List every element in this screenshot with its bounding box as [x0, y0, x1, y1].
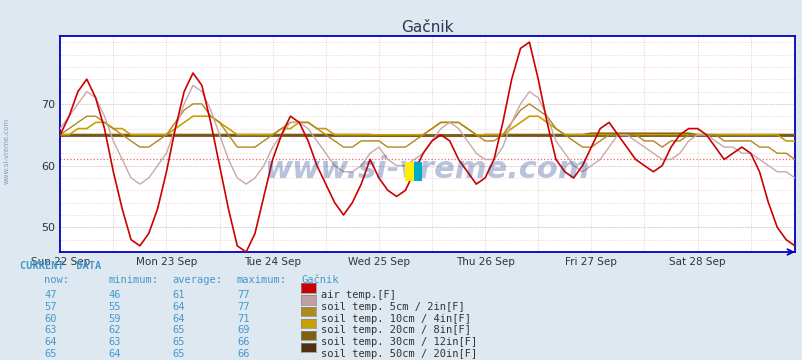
Text: 64: 64 — [172, 314, 185, 324]
Text: soil temp. 30cm / 12in[F]: soil temp. 30cm / 12in[F] — [321, 337, 477, 347]
Text: 61: 61 — [172, 290, 185, 300]
Text: 65: 65 — [172, 337, 185, 347]
Text: 64: 64 — [108, 349, 121, 359]
Text: 60: 60 — [44, 314, 57, 324]
Text: maximum:: maximum: — [237, 275, 286, 285]
Text: minimum:: minimum: — [108, 275, 158, 285]
Text: 69: 69 — [237, 325, 249, 336]
Bar — [414, 162, 421, 181]
Text: soil temp. 10cm / 4in[F]: soil temp. 10cm / 4in[F] — [321, 314, 471, 324]
Text: 47: 47 — [44, 290, 57, 300]
Bar — [405, 162, 421, 181]
Text: 62: 62 — [108, 325, 121, 336]
Text: 65: 65 — [172, 325, 185, 336]
Text: average:: average: — [172, 275, 222, 285]
Text: 46: 46 — [108, 290, 121, 300]
Text: 63: 63 — [108, 337, 121, 347]
Text: soil temp. 20cm / 8in[F]: soil temp. 20cm / 8in[F] — [321, 325, 471, 336]
Text: Gačnik: Gačnik — [301, 275, 338, 285]
Text: 77: 77 — [237, 302, 249, 312]
Text: 65: 65 — [172, 349, 185, 359]
Text: now:: now: — [44, 275, 69, 285]
Text: 66: 66 — [237, 337, 249, 347]
Text: 71: 71 — [237, 314, 249, 324]
Text: soil temp. 50cm / 20in[F]: soil temp. 50cm / 20in[F] — [321, 349, 477, 359]
Text: www.si-vreme.com: www.si-vreme.com — [265, 156, 589, 184]
Text: 66: 66 — [237, 349, 249, 359]
Text: 57: 57 — [44, 302, 57, 312]
Title: Gačnik: Gačnik — [401, 20, 453, 35]
Text: 59: 59 — [108, 314, 121, 324]
Text: soil temp. 5cm / 2in[F]: soil temp. 5cm / 2in[F] — [321, 302, 464, 312]
Text: www.si-vreme.com: www.si-vreme.com — [3, 118, 10, 184]
Text: CURRENT  DATA: CURRENT DATA — [20, 261, 101, 271]
Text: 65: 65 — [44, 349, 57, 359]
Text: 77: 77 — [237, 290, 249, 300]
Text: air temp.[F]: air temp.[F] — [321, 290, 395, 300]
Text: 64: 64 — [172, 302, 185, 312]
Text: 55: 55 — [108, 302, 121, 312]
Text: 64: 64 — [44, 337, 57, 347]
Text: 63: 63 — [44, 325, 57, 336]
